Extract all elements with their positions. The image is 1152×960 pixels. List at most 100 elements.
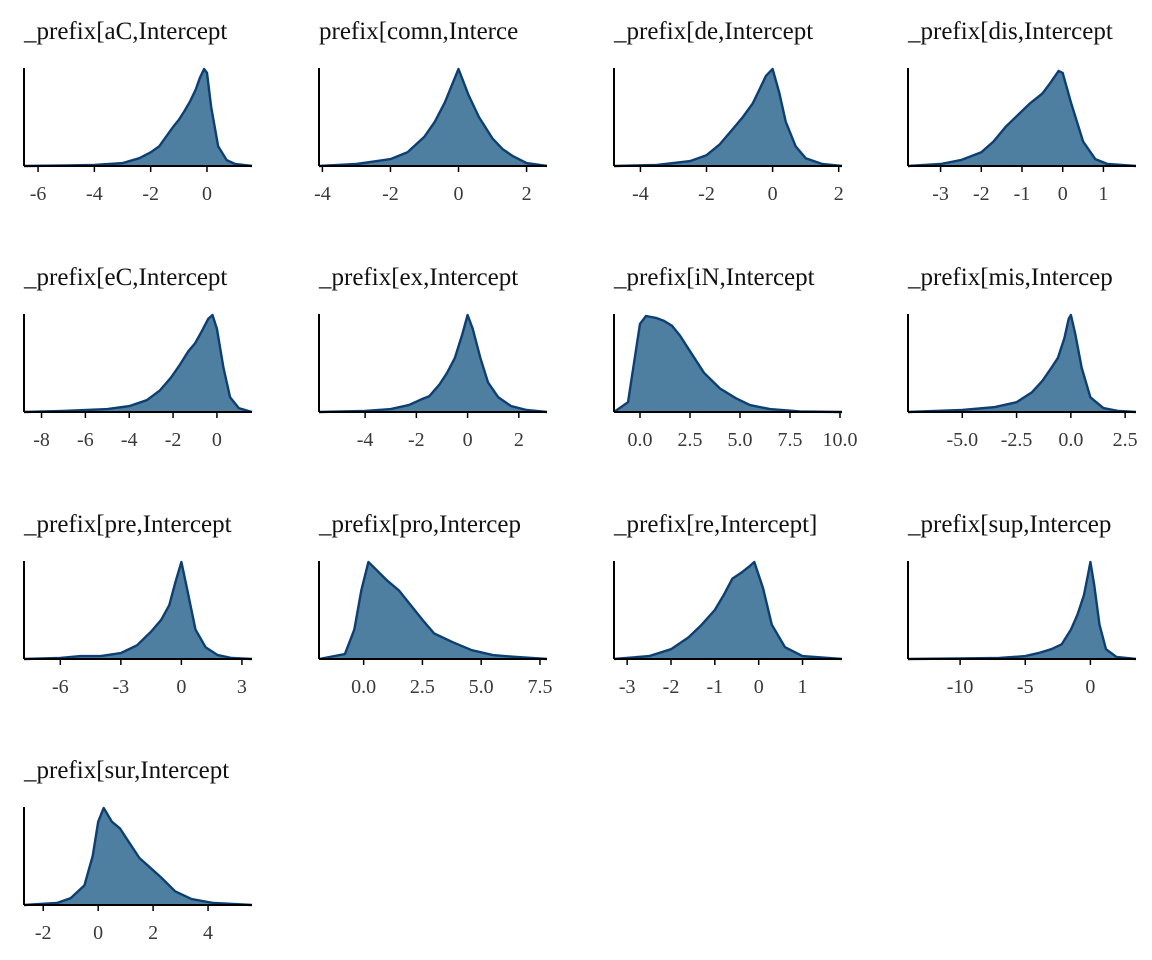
- density-panel-10: _prefix[pro,Intercep 0.0 2.5 5.0 7.5: [318, 511, 552, 698]
- x-tick-label: -2: [35, 922, 52, 944]
- x-tick-label: 2.5: [1113, 429, 1138, 451]
- density-panel-5: _prefix[eC,Intercept -8 -6 -4 -2 0: [23, 264, 253, 451]
- density-panel-13: _prefix[sur,Intercept -2 0 2 4: [23, 757, 253, 944]
- panel-title: _prefix[re,Intercept]: [613, 511, 817, 538]
- density-area: [614, 316, 842, 412]
- density-panel-3: _prefix[de,Intercept -4 -2 0 2: [613, 18, 844, 205]
- x-tick-label: -1: [1014, 183, 1031, 205]
- density-area: [24, 315, 252, 412]
- x-tick-label: 0: [1058, 183, 1068, 205]
- density-area: [908, 70, 1136, 166]
- x-tick-label: 5.0: [728, 429, 753, 451]
- x-tick-label: -4: [86, 183, 103, 205]
- density-line: [23, 806, 253, 907]
- panel-title: _prefix[iN,Intercept: [613, 264, 815, 291]
- x-tick-label: -5.0: [946, 429, 978, 451]
- x-tick-label: -4: [357, 429, 374, 451]
- x-tick-label: -2: [165, 429, 182, 451]
- density-area: [319, 315, 547, 412]
- density-area: [24, 562, 252, 659]
- x-tick-label: -2: [142, 183, 159, 205]
- density-panel-2: prefix[comn,Interce -4 -2 0 2: [314, 18, 548, 205]
- x-tick-label: -3: [932, 183, 949, 205]
- panel-title: _prefix[eC,Intercept: [23, 264, 227, 291]
- x-tick-label: 0: [463, 429, 473, 451]
- panel-title: _prefix[sup,Intercep: [907, 511, 1111, 538]
- panel-title: _prefix[sur,Intercept: [23, 757, 229, 784]
- density-panel-12: _prefix[sup,Intercep -10 -5 0: [907, 511, 1137, 698]
- density-line: [23, 560, 253, 661]
- x-tick-label: 0.0: [628, 429, 653, 451]
- density-line: [907, 313, 1137, 414]
- x-tick-label: -2: [973, 183, 990, 205]
- density-area: [614, 69, 842, 166]
- panel-title: _prefix[de,Intercept: [613, 18, 813, 45]
- panel-title: _prefix[dis,Intercept: [907, 18, 1113, 45]
- x-tick-label: -2: [382, 183, 399, 205]
- density-line: [318, 560, 548, 661]
- x-tick-label: -3: [113, 676, 130, 698]
- density-panel-11: _prefix[re,Intercept] -3 -2 -1 0 1: [613, 511, 843, 698]
- x-tick-label: 2: [522, 183, 532, 205]
- x-tick-label: 3: [237, 676, 247, 698]
- panel-title: _prefix[mis,Intercep: [907, 264, 1113, 291]
- x-tick-label: -5: [1017, 676, 1034, 698]
- panel-title: _prefix[aC,Intercept: [23, 18, 227, 45]
- x-tick-label: 2: [148, 922, 158, 944]
- x-tick-label: -2.5: [1001, 429, 1033, 451]
- density-panel-7: _prefix[iN,Intercept 0.0 2.5 5.0 7.5 10.0: [613, 264, 858, 451]
- x-tick-label: 0.0: [1058, 429, 1083, 451]
- panel-title: _prefix[ex,Intercept: [318, 264, 518, 291]
- density-line: [318, 67, 548, 168]
- density-line: [907, 69, 1137, 168]
- density-line: [23, 313, 253, 414]
- panel-title: _prefix[pre,Intercept: [23, 511, 232, 538]
- x-tick-label: 0: [754, 676, 764, 698]
- x-tick-label: 0.0: [351, 676, 376, 698]
- density-panel-1: _prefix[aC,Intercept -6 -4 -2 0: [23, 18, 253, 205]
- density-area: [614, 562, 842, 659]
- x-tick-label: -10: [947, 676, 974, 698]
- density-area: [908, 562, 1136, 659]
- panel-title: _prefix[pro,Intercep: [318, 511, 521, 538]
- x-tick-label: 0: [176, 676, 186, 698]
- x-tick-label: 7.5: [527, 676, 552, 698]
- x-tick-label: -6: [52, 676, 69, 698]
- density-area: [319, 562, 547, 659]
- x-tick-label: -6: [77, 429, 94, 451]
- density-line: [318, 313, 548, 414]
- density-line: [613, 560, 843, 661]
- x-tick-label: 2: [514, 429, 524, 451]
- x-tick-label: -4: [314, 183, 331, 205]
- x-tick-label: 2.5: [678, 429, 703, 451]
- density-area: [24, 69, 252, 166]
- x-tick-label: 0: [93, 922, 103, 944]
- density-line: [23, 67, 253, 168]
- x-tick-label: 2: [834, 183, 844, 205]
- density-panel-6: _prefix[ex,Intercept -4 -2 0 2: [318, 264, 548, 451]
- x-tick-label: 1: [1098, 183, 1108, 205]
- x-tick-label: 5.0: [469, 676, 494, 698]
- x-tick-label: -2: [408, 429, 425, 451]
- density-panel-4: _prefix[dis,Intercept -3 -2 -1 0 1: [907, 18, 1137, 205]
- density-line: [613, 314, 843, 414]
- x-tick-label: -2: [698, 183, 715, 205]
- x-tick-label: 7.5: [778, 429, 803, 451]
- x-tick-label: 0: [202, 183, 212, 205]
- x-tick-label: -2: [663, 676, 680, 698]
- density-area: [908, 315, 1136, 412]
- x-tick-label: 1: [798, 676, 808, 698]
- x-tick-label: -8: [33, 429, 50, 451]
- x-tick-label: -1: [707, 676, 724, 698]
- x-tick-label: 0: [212, 429, 222, 451]
- x-tick-label: 0: [454, 183, 464, 205]
- density-line: [613, 67, 843, 168]
- density-line: [907, 560, 1137, 661]
- x-tick-label: 4: [203, 922, 213, 944]
- x-tick-label: -4: [632, 183, 649, 205]
- x-tick-label: 10.0: [823, 429, 858, 451]
- density-panel-8: _prefix[mis,Intercep -5.0 -2.5 0.0 2.5: [907, 264, 1138, 451]
- x-tick-label: 0: [1085, 676, 1095, 698]
- x-tick-label: -4: [121, 429, 138, 451]
